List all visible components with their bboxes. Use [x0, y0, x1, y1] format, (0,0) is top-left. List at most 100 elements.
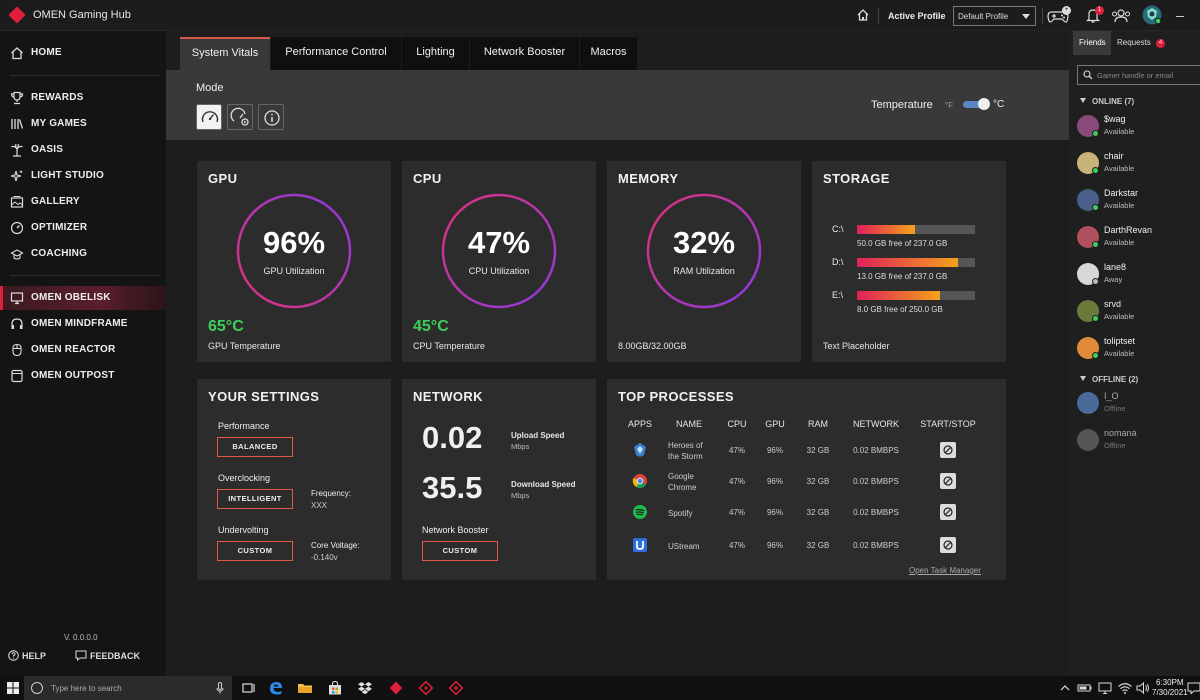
settings-card: YOUR SETTINGS Performance BALANCED Overc… [197, 379, 391, 580]
friend-name: chair [1104, 151, 1124, 161]
stop-process-button[interactable] [940, 504, 956, 520]
task-view-icon[interactable] [241, 680, 257, 696]
friend-item[interactable]: srvd Available [1077, 296, 1200, 326]
chrome-icon [632, 474, 647, 488]
tab-system-vitals[interactable]: System Vitals [180, 37, 270, 70]
search-icon [1083, 70, 1093, 80]
drive-label: D:\ [832, 257, 844, 267]
omen-hub-taskbar-icon[interactable] [388, 680, 404, 696]
tab-network-booster[interactable]: Network Booster [470, 37, 579, 70]
file-explorer-icon[interactable] [297, 680, 313, 696]
nav-item-my-games[interactable]: MY GAMES [0, 112, 166, 136]
friend-status: Available [1104, 312, 1135, 321]
friend-item[interactable]: chair Available [1077, 148, 1200, 178]
tab-requests[interactable]: Requests 4 [1117, 31, 1177, 55]
store-icon[interactable] [327, 680, 343, 696]
active-profile-label: Active Profile [888, 11, 946, 21]
frequency-label: Frequency: [311, 489, 352, 498]
friend-item[interactable]: I_O Offline [1077, 388, 1200, 418]
profile-select[interactable]: Default Profile [953, 6, 1036, 26]
wifi-icon[interactable] [1117, 680, 1133, 696]
nav-item-light-studio[interactable]: LIGHT STUDIO [0, 164, 166, 188]
network-card: NETWORK 0.02 Upload Speed Mbps 35.5 Down… [402, 379, 596, 580]
friend-status: Available [1104, 238, 1135, 247]
home-icon[interactable] [856, 8, 870, 22]
performance-mode-button[interactable]: BALANCED [217, 437, 293, 457]
battery-icon[interactable] [1077, 680, 1093, 696]
friend-name: I_O [1104, 391, 1119, 401]
nav-item-home[interactable]: HOME [0, 41, 166, 65]
memory-title: MEMORY [618, 171, 679, 186]
mode-bar: Mode Temperature °F °C [166, 70, 1069, 140]
dropbox-icon[interactable] [357, 680, 373, 696]
nav-item-optimizer[interactable]: OPTIMIZER [0, 216, 166, 240]
friend-item[interactable]: $wag Available [1077, 111, 1200, 141]
tab-performance-control[interactable]: Performance Control [271, 37, 401, 70]
table-row: Heroes of the Storm 47% 96% 32 GB 0.02 B… [607, 437, 1006, 465]
requests-label: Requests [1117, 38, 1151, 47]
stop-process-button[interactable] [940, 442, 956, 458]
taskbar-clock[interactable]: 6:30PM 7/30/2021 [1152, 678, 1188, 698]
chevron-up-icon[interactable] [1057, 680, 1073, 696]
nav-item-omen-reactor[interactable]: OMEN REACTOR [0, 338, 166, 362]
notifications-icon[interactable] [1186, 680, 1200, 696]
nav-item-gallery[interactable]: GALLERY [0, 190, 166, 214]
windows-start-icon[interactable] [7, 682, 19, 694]
omen-app-icon[interactable] [418, 680, 434, 696]
omen-app-icon[interactable] [448, 680, 464, 696]
offline-group-header[interactable]: OFFLINE (2) [1080, 375, 1138, 384]
tab-lighting[interactable]: Lighting [402, 37, 469, 70]
nav-item-rewards[interactable]: REWARDS [0, 86, 166, 110]
network-tray-icon[interactable] [1097, 680, 1113, 696]
volume-icon[interactable] [1135, 680, 1151, 696]
taskbar-search-input[interactable]: Type here to search [24, 676, 232, 700]
friend-item[interactable]: DarthRevan Available [1077, 222, 1200, 252]
friend-item[interactable]: lane8 Away [1077, 259, 1200, 289]
controller-badge-icon: + [1062, 6, 1071, 15]
friend-avatar [1077, 429, 1099, 451]
mode-performance-button[interactable] [196, 104, 222, 130]
sparkle-icon [10, 170, 23, 182]
block-icon [943, 507, 953, 517]
nav-item-oasis[interactable]: OASIS [0, 138, 166, 162]
presence-dot [1092, 315, 1099, 322]
friends-icon[interactable] [1110, 7, 1132, 24]
help-button[interactable]: HELP [8, 650, 46, 661]
minimize-button[interactable] [1176, 16, 1184, 17]
process-network: 0.02 BMBPS [853, 477, 899, 486]
undervolting-mode-button[interactable]: CUSTOM [217, 541, 293, 561]
mode-custom-button[interactable] [227, 104, 253, 130]
process-cpu: 47% [728, 477, 745, 486]
friend-item[interactable]: nomana Offline [1077, 425, 1200, 455]
network-booster-button[interactable]: CUSTOM [422, 541, 498, 561]
friend-item[interactable]: toliptset Available [1077, 333, 1200, 363]
tab-friends[interactable]: Friends [1073, 31, 1111, 55]
process-ram: 32 GB [806, 508, 830, 517]
stop-process-button[interactable] [940, 537, 956, 553]
microphone-icon [216, 682, 224, 694]
feedback-button[interactable]: FEEDBACK [75, 650, 140, 662]
clock-time: 6:30PM [1156, 678, 1184, 687]
cpu-temperature-label: CPU Temperature [413, 341, 485, 351]
user-avatar[interactable] [1142, 5, 1162, 25]
undervolting-label: Undervolting [218, 525, 269, 535]
nav-item-omen-outpost[interactable]: OMEN OUTPOST [0, 364, 166, 388]
friend-search-input[interactable]: Gamer handle or email [1077, 65, 1200, 85]
nav-item-label: OMEN OBELISK [31, 292, 111, 303]
temperature-unit-toggle[interactable] [963, 98, 990, 110]
nav-item-coaching[interactable]: COACHING [0, 242, 166, 266]
nav-item-label: LIGHT STUDIO [31, 170, 104, 181]
presence-dot [1092, 204, 1099, 211]
overclocking-mode-button[interactable]: INTELLIGENT [217, 489, 293, 509]
friend-item[interactable]: Darkstar Available [1077, 185, 1200, 215]
stop-process-button[interactable] [940, 473, 956, 489]
tab-macros[interactable]: Macros [580, 37, 637, 70]
nav-item-omen-mindframe[interactable]: OMEN MINDFRAME [0, 312, 166, 336]
open-task-manager-link[interactable]: Open Task Manager [909, 566, 981, 575]
edge-icon[interactable] [268, 680, 284, 696]
mode-info-button[interactable] [258, 104, 284, 130]
process-name: Spotify [668, 509, 693, 518]
online-group-header[interactable]: ONLINE (7) [1080, 97, 1134, 106]
nav-item-omen-obelisk[interactable]: OMEN OBELISK [0, 286, 166, 310]
nav-item-label: COACHING [31, 248, 88, 259]
